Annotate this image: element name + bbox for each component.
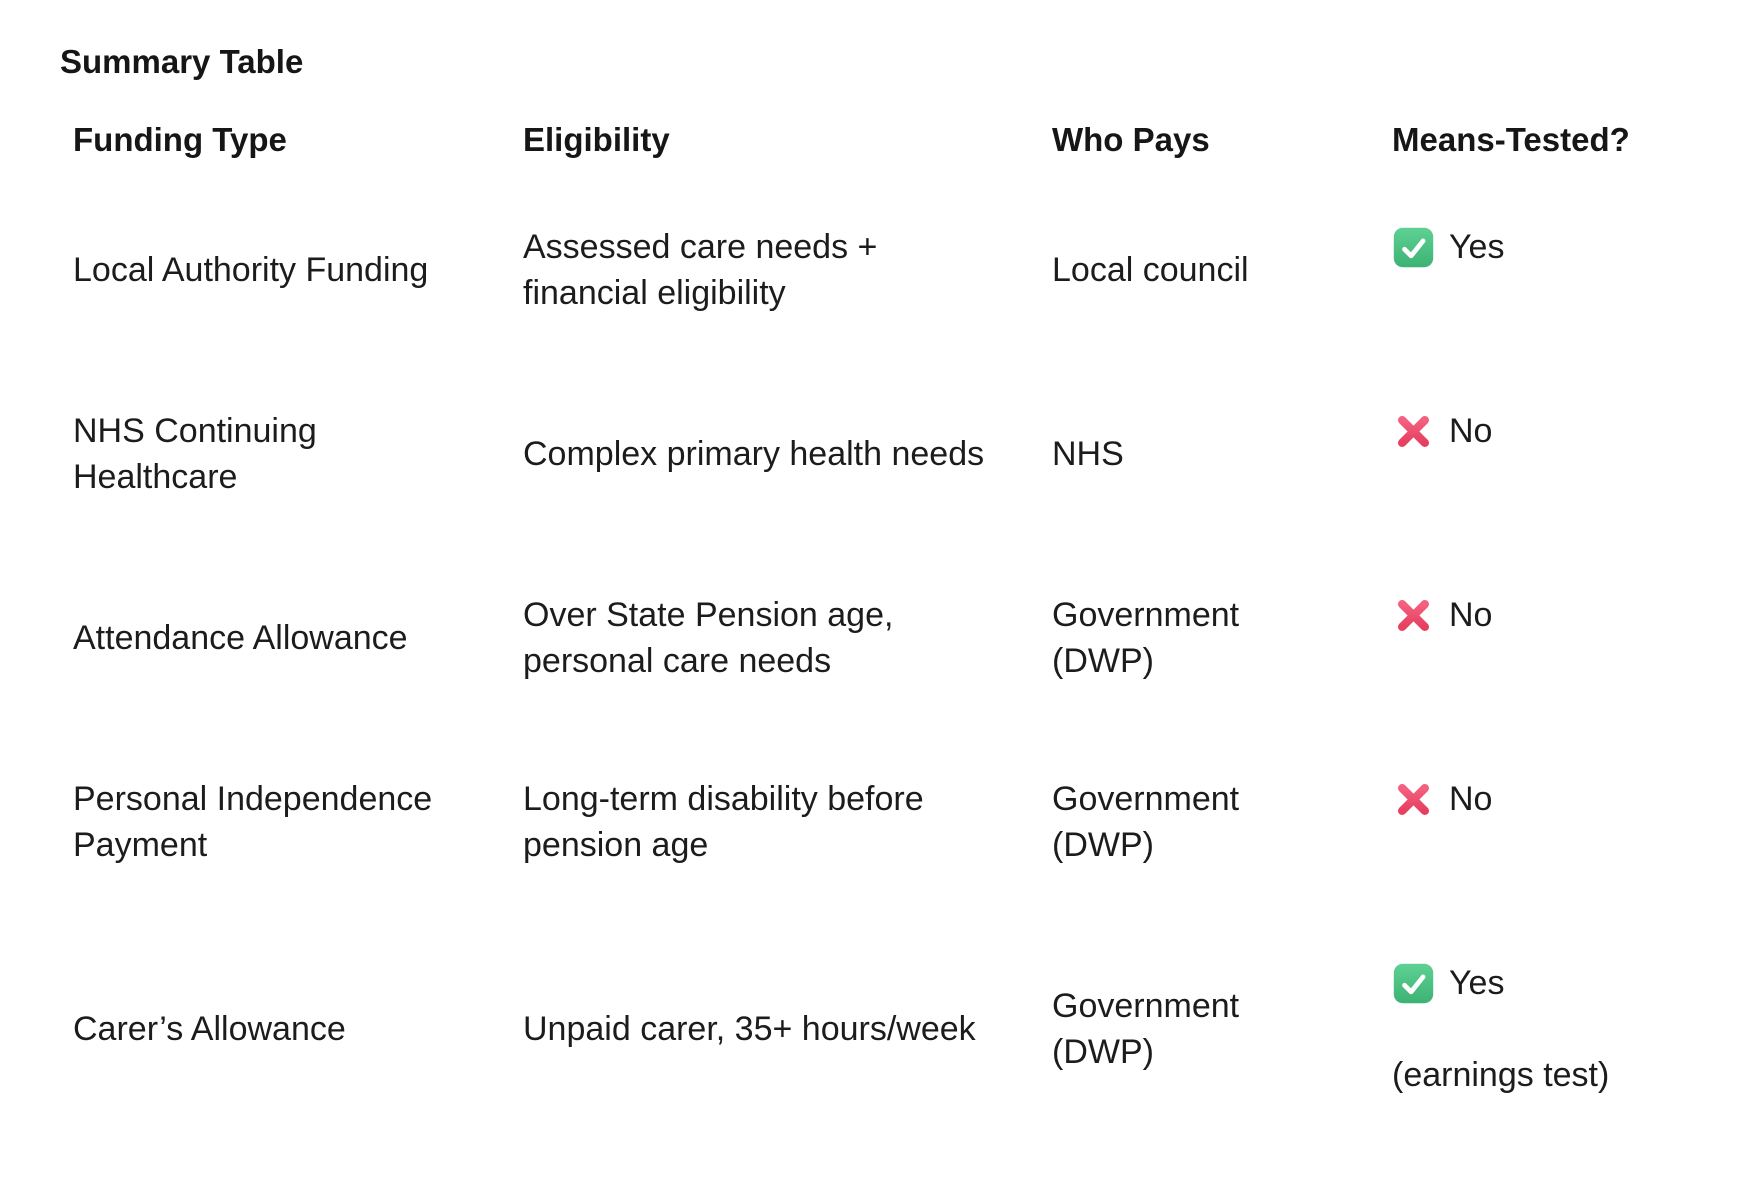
- means-tested-note: (earnings test): [1392, 1056, 1610, 1094]
- table-row: Carer’s Allowance Unpaid carer, 35+ hour…: [60, 914, 1680, 1144]
- table-row: Private Funding Anyone not eligible for …: [60, 1144, 1680, 1191]
- table-row: Attendance Allowance Over State Pension …: [60, 546, 1680, 730]
- eligibility-cell: Unpaid carer, 35+ hours/week: [523, 1010, 976, 1048]
- cross-icon: [1392, 410, 1435, 453]
- table-row: Personal Independence Payment Long-term …: [60, 730, 1680, 914]
- who-pays-cell: NHS: [1052, 435, 1124, 473]
- column-header-who-pays: Who Pays: [1052, 121, 1210, 158]
- check-icon: [1392, 962, 1435, 1005]
- column-header-funding-type: Funding Type: [73, 121, 287, 158]
- cross-icon: [1392, 778, 1435, 821]
- table-row: Local Authority Funding Assessed care ne…: [60, 178, 1680, 362]
- eligibility-cell: Assessed care needs + financial eligibil…: [523, 228, 878, 312]
- funding-type-cell: NHS Continuing Healthcare: [73, 412, 317, 496]
- page-title: Summary Table: [60, 43, 304, 80]
- eligibility-cell: Complex primary health needs: [523, 435, 985, 473]
- means-tested-label: Yes: [1449, 964, 1505, 1002]
- means-tested-cell: No: [1392, 730, 1680, 914]
- eligibility-cell: Anyone not eligible for funded care: [523, 1144, 1052, 1191]
- funding-type-cell: Personal Independence Payment: [73, 780, 433, 864]
- who-pays-cell: Local council: [1052, 251, 1249, 289]
- means-tested-cell: Yes (earnings test): [1392, 914, 1680, 1144]
- table-row: NHS Continuing Healthcare Complex primar…: [60, 362, 1680, 546]
- means-tested-label: No: [1449, 412, 1493, 450]
- summary-table: Funding Type Eligibility Who Pays Means-…: [60, 102, 1680, 1191]
- means-tested-label: No: [1449, 780, 1493, 818]
- funding-type-cell: Attendance Allowance: [73, 619, 408, 657]
- means-tested-cell: No: [1392, 362, 1680, 546]
- funding-type-cell: Private Funding: [60, 1144, 523, 1191]
- who-pays-cell: Government (DWP): [1052, 987, 1240, 1071]
- who-pays-cell: Government (DWP): [1052, 596, 1240, 680]
- means-tested-cell: No: [1392, 546, 1680, 730]
- column-header-means-tested: Means-Tested?: [1392, 121, 1630, 158]
- header-row: Funding Type Eligibility Who Pays Means-…: [60, 102, 1680, 178]
- column-header-eligibility: Eligibility: [523, 121, 670, 158]
- means-tested-cell: No: [1392, 1144, 1680, 1191]
- eligibility-cell: Long-term disability before pension age: [523, 780, 924, 864]
- means-tested-label: Yes: [1449, 228, 1505, 266]
- who-pays-cell: Individual/family: [1052, 1144, 1392, 1191]
- eligibility-cell: Over State Pension age, personal care ne…: [523, 596, 894, 680]
- who-pays-cell: Government (DWP): [1052, 780, 1240, 864]
- means-tested-label: No: [1449, 596, 1493, 634]
- funding-type-cell: Carer’s Allowance: [73, 1010, 346, 1048]
- check-icon: [1392, 226, 1435, 269]
- means-tested-cell: Yes: [1392, 178, 1680, 362]
- cross-icon: [1392, 594, 1435, 637]
- funding-type-cell: Local Authority Funding: [73, 251, 429, 289]
